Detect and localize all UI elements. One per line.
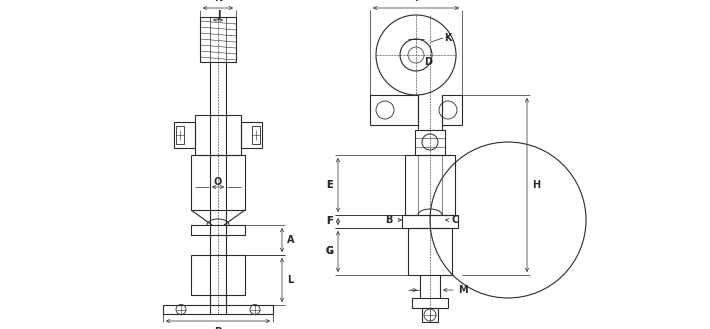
Bar bbox=[252, 126, 260, 144]
Text: I: I bbox=[414, 0, 417, 3]
Text: F: F bbox=[327, 216, 333, 226]
Bar bbox=[370, 95, 418, 125]
Text: A: A bbox=[287, 235, 295, 245]
Text: E: E bbox=[327, 180, 333, 190]
Bar bbox=[405, 155, 455, 215]
Text: G: G bbox=[325, 246, 333, 256]
Bar bbox=[191, 255, 245, 295]
Text: N: N bbox=[214, 0, 222, 3]
Text: M: M bbox=[458, 285, 468, 295]
Text: P: P bbox=[214, 327, 222, 329]
Bar bbox=[163, 305, 273, 314]
Text: K: K bbox=[444, 33, 452, 43]
Text: E: E bbox=[327, 180, 333, 190]
Text: J: J bbox=[217, 10, 221, 20]
Bar bbox=[408, 228, 452, 275]
Text: C: C bbox=[452, 215, 459, 225]
Bar bbox=[415, 130, 445, 155]
Text: B: B bbox=[386, 215, 393, 225]
Text: H: H bbox=[532, 180, 540, 190]
Text: G: G bbox=[325, 246, 333, 257]
Bar bbox=[200, 17, 236, 62]
Text: O: O bbox=[214, 177, 222, 187]
Bar bbox=[442, 95, 462, 125]
Bar bbox=[191, 155, 245, 210]
Bar bbox=[422, 308, 438, 322]
Bar bbox=[191, 225, 245, 235]
Bar bbox=[412, 298, 448, 308]
Bar bbox=[176, 126, 184, 144]
Bar bbox=[174, 122, 195, 148]
Text: F: F bbox=[327, 216, 333, 226]
Text: D: D bbox=[424, 57, 432, 67]
Bar bbox=[195, 115, 241, 155]
Bar bbox=[402, 215, 458, 228]
Text: L: L bbox=[287, 275, 293, 285]
Bar bbox=[241, 122, 262, 148]
